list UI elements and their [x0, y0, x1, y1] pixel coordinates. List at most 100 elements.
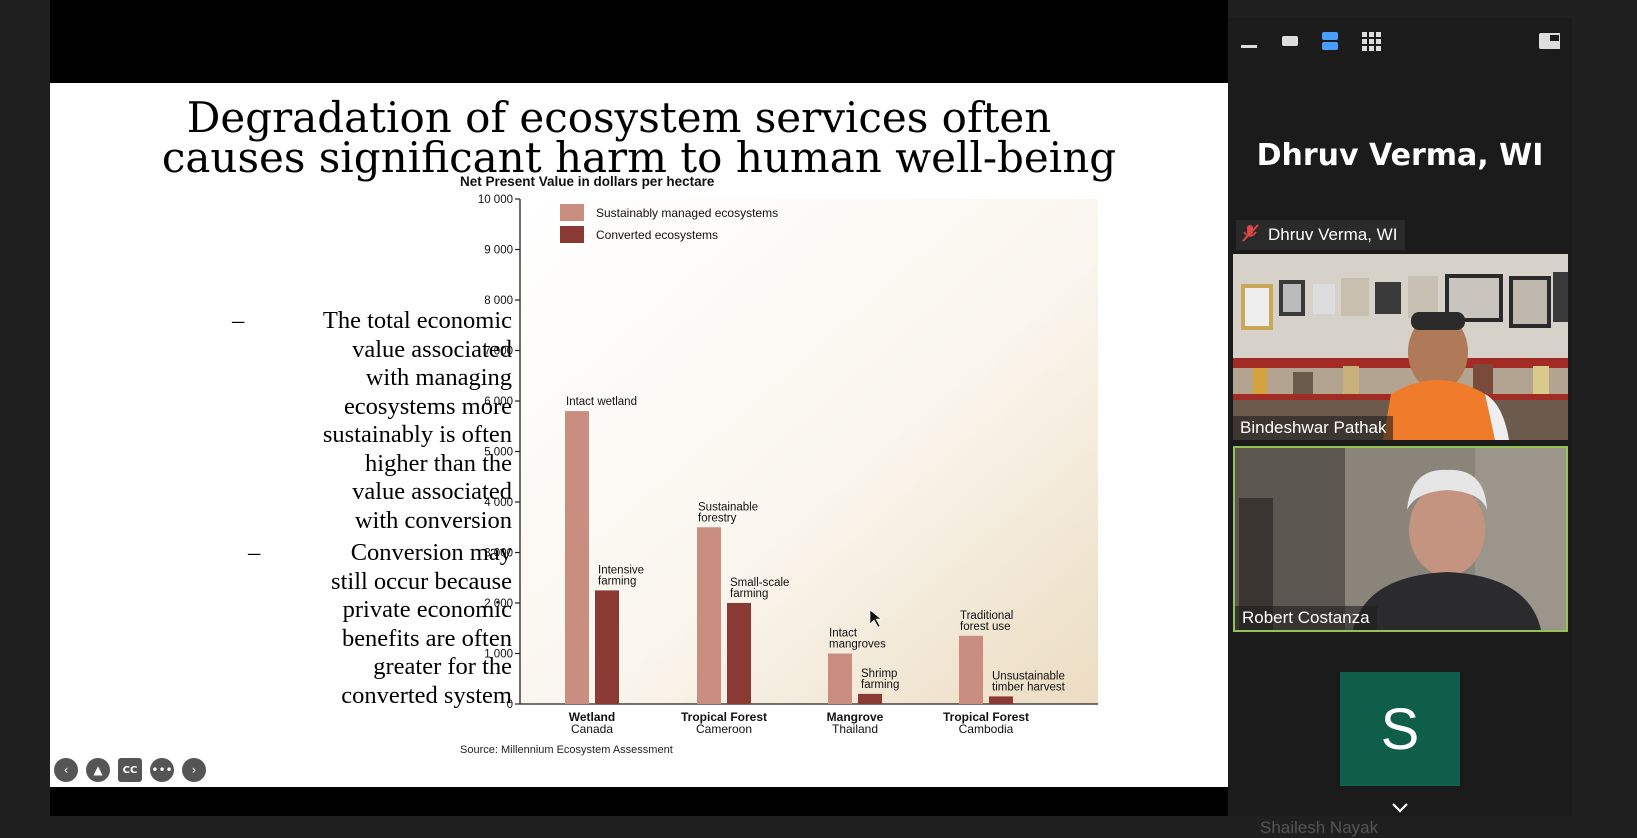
bar-label-converted: Unsustainable — [992, 670, 1065, 682]
more-options-icon[interactable]: ••• — [150, 758, 174, 782]
x-category-label: Tropical Forest — [681, 710, 767, 724]
y-tick-label: 2 000 — [484, 598, 513, 610]
bar-converted — [595, 590, 619, 704]
participant-name: Bindeshwar Pathak — [1233, 416, 1394, 440]
muted-participant-row: Dhruv Verma, WI — [1236, 220, 1406, 250]
y-tick-label: 1 000 — [484, 649, 513, 661]
pop-out-icon[interactable] — [1538, 32, 1560, 50]
muted-participant-name: Dhruv Verma, WI — [1268, 225, 1398, 244]
minimize-icon[interactable] — [1238, 32, 1260, 50]
single-view-icon[interactable] — [1279, 32, 1301, 50]
bullet-line: Conversion may — [350, 539, 512, 566]
npv-bar-chart: Net Present Value in dollars per hectare… — [460, 174, 1098, 756]
bar-label-sustainable: Intact wetland — [566, 396, 637, 408]
bar-label-sustainable: Intact — [829, 628, 858, 640]
bar-label-converted: timber harvest — [992, 681, 1066, 693]
top-letterbox — [50, 0, 1228, 83]
bar-label-converted: farming — [730, 588, 768, 600]
bar-label-sustainable: forest use — [960, 621, 1011, 633]
legend-label-sustainable: Sustainably managed ecosystems — [596, 206, 778, 220]
bar-sustainable — [959, 635, 983, 704]
bar-label-converted: farming — [598, 575, 636, 587]
presentation-slide: Degradation of ecosystem services often … — [50, 83, 1228, 787]
x-category-sublabel: Canada — [571, 722, 613, 736]
chart-title: Net Present Value in dollars per hectare — [460, 174, 715, 189]
x-category-label: Tropical Forest — [943, 710, 1029, 724]
y-tick-label: 4 000 — [484, 497, 513, 509]
stacked-view-icon[interactable] — [1319, 32, 1341, 50]
y-tick-label: 0 — [507, 699, 513, 711]
bullet-line: value associated — [352, 335, 512, 363]
bar-label-converted: Intensive — [598, 564, 644, 576]
y-tick-label: 5 000 — [484, 447, 513, 459]
bullet-line: still occur because — [331, 567, 512, 595]
bar-label-sustainable: Traditional — [960, 610, 1013, 622]
y-tick-label: 8 000 — [484, 295, 513, 307]
bar-converted — [858, 693, 882, 704]
grid-view-icon[interactable] — [1360, 32, 1382, 51]
previous-slide-icon[interactable]: ‹ — [54, 758, 78, 782]
chart-source: Source: Millennium Ecosystem Assessment — [460, 744, 673, 756]
x-category-label: Mangrove — [827, 710, 884, 724]
participant-video-tile[interactable]: Bindeshwar Pathak — [1233, 254, 1568, 440]
active-speaker-name: Dhruv Verma, WI — [1256, 138, 1544, 173]
mic-off-icon — [1240, 223, 1260, 248]
participant-name-partial: Shailesh Nayak — [1260, 818, 1379, 837]
bar-converted — [989, 696, 1013, 704]
bar-sustainable — [697, 527, 721, 704]
bar-label-sustainable: forestry — [698, 512, 737, 524]
participant-video-image — [1235, 448, 1566, 630]
slide-title-line2: causes significant harm to human well-be… — [161, 133, 1117, 182]
bar-label-sustainable: Sustainable — [698, 501, 758, 513]
bullet-line: converted system — [341, 681, 512, 709]
bar-label-sustainable: mangroves — [829, 639, 886, 651]
slide-title-line1: Degradation of ecosystem services often — [186, 93, 1052, 142]
x-category-sublabel: Cameroon — [696, 722, 752, 736]
bullet-line: The total economic — [322, 307, 512, 334]
bar-sustainable — [565, 411, 589, 704]
bullet-line: with managing — [365, 364, 512, 391]
next-slide-icon[interactable]: › — [182, 758, 206, 782]
bar-label-converted: Small-scale — [730, 577, 789, 589]
y-tick-label: 10 000 — [478, 194, 513, 206]
y-tick-label: 7 000 — [484, 346, 513, 358]
x-category-sublabel: Cambodia — [959, 722, 1014, 736]
bullet-list: – The total economic value associated wi… — [220, 307, 512, 710]
participant-video-tile-active[interactable]: Robert Costanza — [1233, 446, 1568, 632]
bullet-item-conversion: – Conversion may still occur because pri… — [220, 539, 512, 710]
legend-swatch-converted — [560, 226, 584, 243]
bar-converted — [727, 603, 751, 704]
view-switcher — [1228, 18, 1572, 64]
bullet-dash: – — [232, 307, 245, 334]
bar-label-converted: Shrimp — [861, 668, 897, 680]
x-category-sublabel: Thailand — [832, 722, 878, 736]
bar-sustainable — [828, 653, 852, 704]
participant-avatar[interactable]: S — [1340, 672, 1460, 786]
legend-swatch-sustainable — [560, 204, 584, 221]
bullet-line: higher than the — [365, 449, 512, 477]
bullet-line: benefits are often — [341, 624, 512, 652]
pointer-tool-icon[interactable]: ▲ — [86, 758, 110, 782]
bullet-dash: – — [248, 539, 261, 566]
bullet-line: with conversion — [354, 506, 512, 534]
mouse-cursor-icon — [869, 609, 882, 628]
participant-video-image — [1233, 254, 1568, 440]
bottom-letterbox — [50, 787, 1228, 816]
y-tick-label: 3 000 — [484, 548, 513, 560]
x-category-label: Wetland — [569, 710, 615, 724]
slide-controls: ‹ ▲ CC ••• › — [54, 758, 206, 782]
y-tick-label: 6 000 — [484, 396, 513, 408]
bar-label-converted: farming — [861, 679, 899, 691]
bullet-line: value associated — [352, 478, 512, 505]
bullet-item-economic-value: – The total economic value associated wi… — [220, 307, 512, 535]
captions-icon[interactable]: CC — [118, 758, 142, 782]
meeting-side-panel: Dhruv Verma, WI Dhruv Verma, WI — [1228, 18, 1572, 837]
bullet-line: ecosystems more — [343, 392, 512, 420]
bullet-line: sustainably is often — [322, 421, 512, 448]
bullet-line: private economic — [342, 596, 512, 623]
participant-name: Robert Costanza — [1235, 606, 1377, 630]
legend-label-converted: Converted ecosystems — [596, 228, 718, 242]
bullet-line: greater for the — [373, 653, 512, 680]
y-tick-label: 9 000 — [484, 245, 513, 257]
chevron-down-icon[interactable] — [1390, 798, 1410, 819]
